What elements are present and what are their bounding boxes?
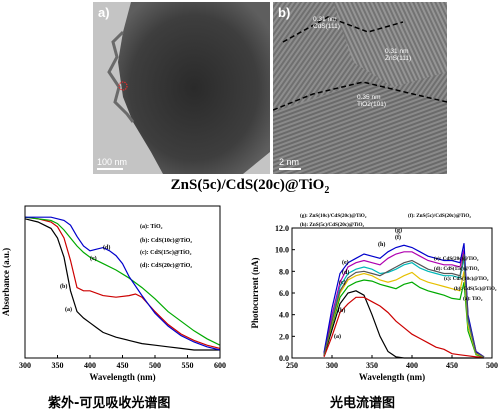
x-tick-label: 550	[182, 361, 194, 370]
hrtem-image-b-graphic	[273, 2, 447, 174]
lattice-spacing-cds: 0.31 nm	[313, 16, 337, 23]
x-tick-label: 300	[326, 361, 338, 370]
legend-entry: (a): TiO₂	[463, 295, 483, 302]
y-tick-label: 0.0	[279, 354, 289, 363]
photocurrent-chart-svg: 250 300 350 400 450 500 0.0 2.0 4.0 6.0 8.0 10.0 12.…	[250, 212, 498, 382]
y-tick-label: 2.0	[279, 332, 289, 341]
photocurrent-chart: 250 300 350 400 450 500 0.0 2.0 4.0 6.0 8.0 10.0 12.…	[248, 198, 500, 388]
legend-entry: (d): CdS(15c)@TiO₂	[434, 265, 479, 272]
uv-vis-chart: 300 350 400 450 500 550 600 Wavelength (nm) Abso…	[0, 198, 232, 388]
x-tick-label: 450	[446, 361, 458, 370]
lattice-phase-zns: ZnS(111)	[385, 55, 412, 62]
series-line-c	[323, 279, 485, 358]
uv-vis-chart-svg: 300 350 400 450 500 550 600 Wavelength (nm) Abso…	[1, 205, 226, 382]
series-line-f	[323, 249, 485, 358]
hrtem-image-b: b) 0.31 nm CdS(111) 0.31 nm ZnS(111) 0.3…	[273, 2, 447, 174]
panel-a-scale-label: 100 nm	[97, 157, 128, 167]
x-tick-label: 350	[366, 361, 378, 370]
legend-entry: (b): CdS(5c)@TiO₂	[454, 285, 497, 292]
x-tick-label: 400	[84, 361, 96, 370]
series-line-a	[24, 218, 220, 351]
panel-b-scale-label: 2 nm	[279, 157, 300, 167]
y-axis-label: Absorbance (a.u.)	[1, 248, 11, 316]
series-line-d	[25, 216, 221, 351]
x-tick-label: 500	[149, 361, 161, 370]
curve-tag: (g)	[395, 227, 402, 234]
series-line-b	[24, 216, 221, 349]
uv-vis-caption: 紫外-可见吸收光谱图	[48, 396, 171, 411]
y-axis-label: Photocurrent (nA)	[250, 257, 260, 328]
curve-tag: (a)	[334, 333, 341, 340]
series-line-g	[323, 243, 485, 358]
curve-tag: (d)	[342, 269, 349, 276]
x-tick-label: 450	[117, 361, 129, 370]
main-figure-caption: ZnS(5c)/CdS(20c)@TiO2	[0, 177, 500, 196]
x-tick-label: 600	[214, 361, 226, 370]
series-line-d	[323, 271, 485, 358]
curve-tag: (a)	[65, 306, 72, 313]
lattice-phase-tio2: TiO2(101)	[357, 101, 387, 108]
lattice-label-tio2: 0.35 nm TiO2(101)	[357, 94, 386, 108]
main-caption-text: ZnS(5c)/CdS(20c)@TiO	[170, 177, 325, 193]
legend-entry: (a): TiO₂	[140, 223, 163, 230]
curve-tag: (b)	[60, 283, 67, 290]
y-tick-label: 4.0	[279, 311, 289, 320]
y-tick-label: 10.0	[275, 246, 289, 255]
panel-a-tag: a)	[98, 5, 110, 20]
series-line-a	[323, 290, 484, 359]
legend-entry: (c): CdS(15c)@TiO₂	[140, 249, 192, 256]
curve-tag: (c)	[339, 279, 346, 286]
legend-entry: (f): ZnS(5c)/CdS(20c)@TiO₂	[408, 212, 471, 219]
curve-tag: (c)	[90, 255, 97, 262]
curve-tag: (b)	[338, 307, 345, 314]
x-tick-label: 250	[286, 361, 298, 370]
tem-image-a: a) 100 nm	[93, 2, 270, 174]
legend-entry: (e): CdS(20c)@TiO₂	[434, 255, 479, 262]
legend-entry: (h): ZnS(5c)/CdS(20c)@TiO₂	[300, 221, 365, 228]
lattice-spacing-zns: 0.31 nm	[385, 48, 409, 55]
x-axis-label: Wavelength (nm)	[89, 372, 155, 382]
x-tick-label: 300	[19, 361, 31, 370]
x-axis-label: Wavelength (nm)	[359, 372, 425, 382]
x-tick-label: 350	[52, 361, 64, 370]
photocurrent-caption: 光电流谱图	[330, 396, 396, 411]
panel-b-tag: b)	[278, 5, 291, 20]
legend-entry: (b): CdS(10c)@TiO₂	[140, 237, 192, 244]
tem-image-a-graphic	[93, 2, 270, 174]
x-tick-label: 500	[486, 361, 498, 370]
curve-tag: (d)	[103, 244, 110, 251]
lattice-label-cds: 0.31 nm CdS(111)	[313, 16, 340, 30]
curve-tag: (h)	[378, 241, 385, 248]
curve-tag: (f)	[395, 234, 401, 241]
y-tick-label: 8.0	[279, 267, 289, 276]
legend-entry: (g): ZnS(10c)/CdS(20c)@TiO₂	[300, 212, 367, 219]
curve-tag: (e)	[342, 259, 349, 266]
lattice-label-zns: 0.31 nm ZnS(111)	[385, 48, 411, 62]
legend-entry: (c): CdS(10c)@TiO₂	[444, 275, 489, 282]
y-tick-label: 12.0	[275, 224, 289, 233]
legend-entry: (d): CdS(20c)@TiO₂	[140, 262, 192, 269]
series-line-h	[323, 253, 485, 358]
lattice-phase-cds: CdS(111)	[313, 23, 340, 30]
x-tick-label: 400	[406, 361, 418, 370]
series-line-b	[323, 296, 484, 358]
main-caption-subscript: 2	[324, 185, 330, 196]
series-line-c	[24, 216, 221, 346]
y-tick-label: 6.0	[279, 289, 289, 298]
plot-frame	[24, 205, 221, 359]
lattice-spacing-tio2: 0.35 nm	[357, 94, 381, 101]
